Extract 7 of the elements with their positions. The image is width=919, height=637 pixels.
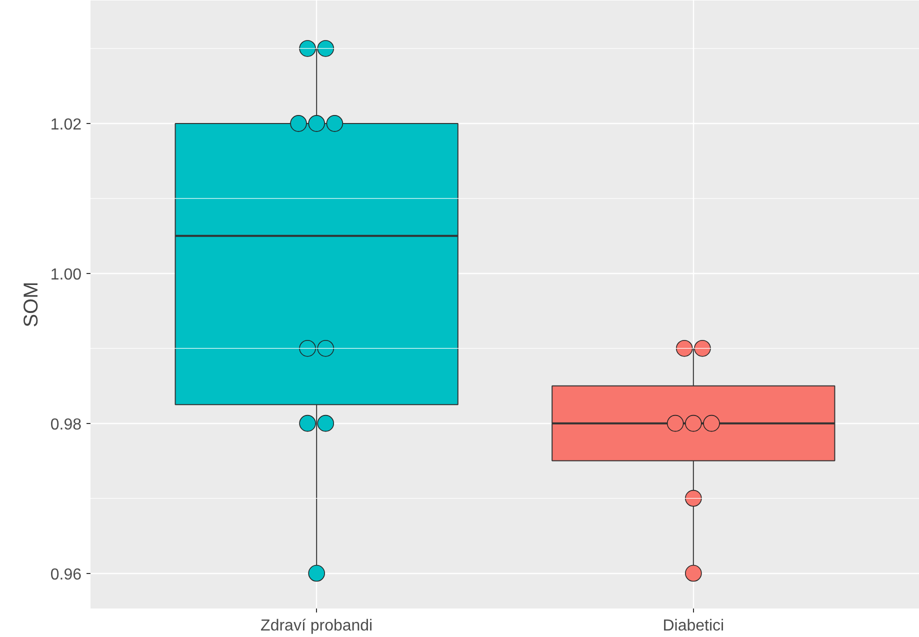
y-tick-label: 1.00 xyxy=(50,266,82,284)
x-tick-label: Zdraví probandi xyxy=(260,618,373,634)
y-tick-label: 0.98 xyxy=(50,416,82,434)
y-tick-label: 0.96 xyxy=(50,566,82,584)
x-tick-label: Diabetici xyxy=(662,618,724,634)
y-tick-label: 1.02 xyxy=(50,116,82,134)
y-axis-title: SOM xyxy=(20,282,42,328)
